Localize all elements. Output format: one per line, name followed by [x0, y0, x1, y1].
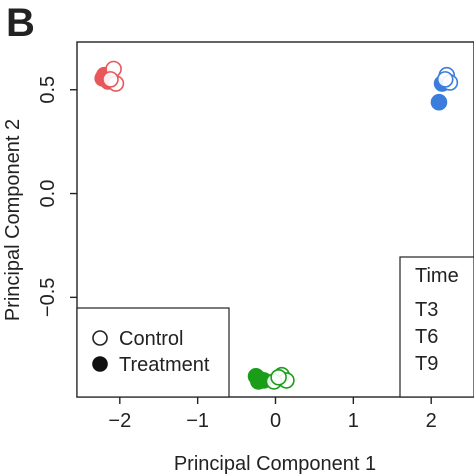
- x-tick-label: 2: [426, 410, 437, 432]
- data-point-treatment-t3: [250, 373, 267, 390]
- data-point-control-t3: [270, 368, 287, 386]
- y-axis: −0.5 0.0 0.5: [37, 76, 77, 317]
- legend-t3-label: T3: [415, 299, 438, 321]
- legend-marker-shape-box: [76, 307, 230, 398]
- legend-filled-circle: [92, 356, 108, 372]
- y-tick-label: 0.0: [37, 180, 59, 208]
- legend-time-title: Time: [415, 265, 459, 287]
- legend-t6-label: T6: [415, 326, 438, 348]
- y-axis-label: Principal Component 2: [2, 119, 24, 321]
- legend-open-circle: [92, 330, 108, 346]
- data-points: [94, 60, 459, 390]
- panel-label: B: [6, 1, 35, 45]
- legend-time: Time T3 T6 T9: [399, 256, 474, 398]
- y-tick-label: 0.5: [37, 76, 59, 104]
- x-axis: −2 −1 0 1 2: [108, 397, 437, 432]
- y-tick-label: −0.5: [37, 278, 59, 317]
- x-tick-label: −1: [186, 410, 209, 432]
- x-tick-label: 0: [270, 410, 281, 432]
- legend-t9-label: T9: [415, 353, 438, 375]
- data-point-control-t6: [436, 71, 454, 88]
- legend-time-box: [399, 256, 474, 398]
- data-point-control-t9: [102, 71, 119, 88]
- legend-marker-shape: Control Treatment: [76, 307, 230, 398]
- data-point-treatment-t6: [430, 93, 448, 111]
- legend-treatment-label: Treatment: [119, 354, 210, 376]
- legend-control-label: Control: [119, 328, 183, 350]
- x-tick-label: −2: [108, 410, 131, 432]
- x-tick-label: 1: [348, 410, 359, 432]
- x-axis-label: Principal Component 1: [174, 453, 376, 474]
